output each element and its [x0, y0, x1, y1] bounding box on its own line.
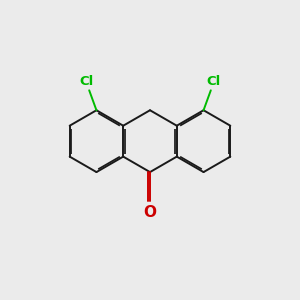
Text: O: O — [143, 205, 157, 220]
Text: Cl: Cl — [80, 75, 94, 88]
Text: Cl: Cl — [206, 75, 220, 88]
